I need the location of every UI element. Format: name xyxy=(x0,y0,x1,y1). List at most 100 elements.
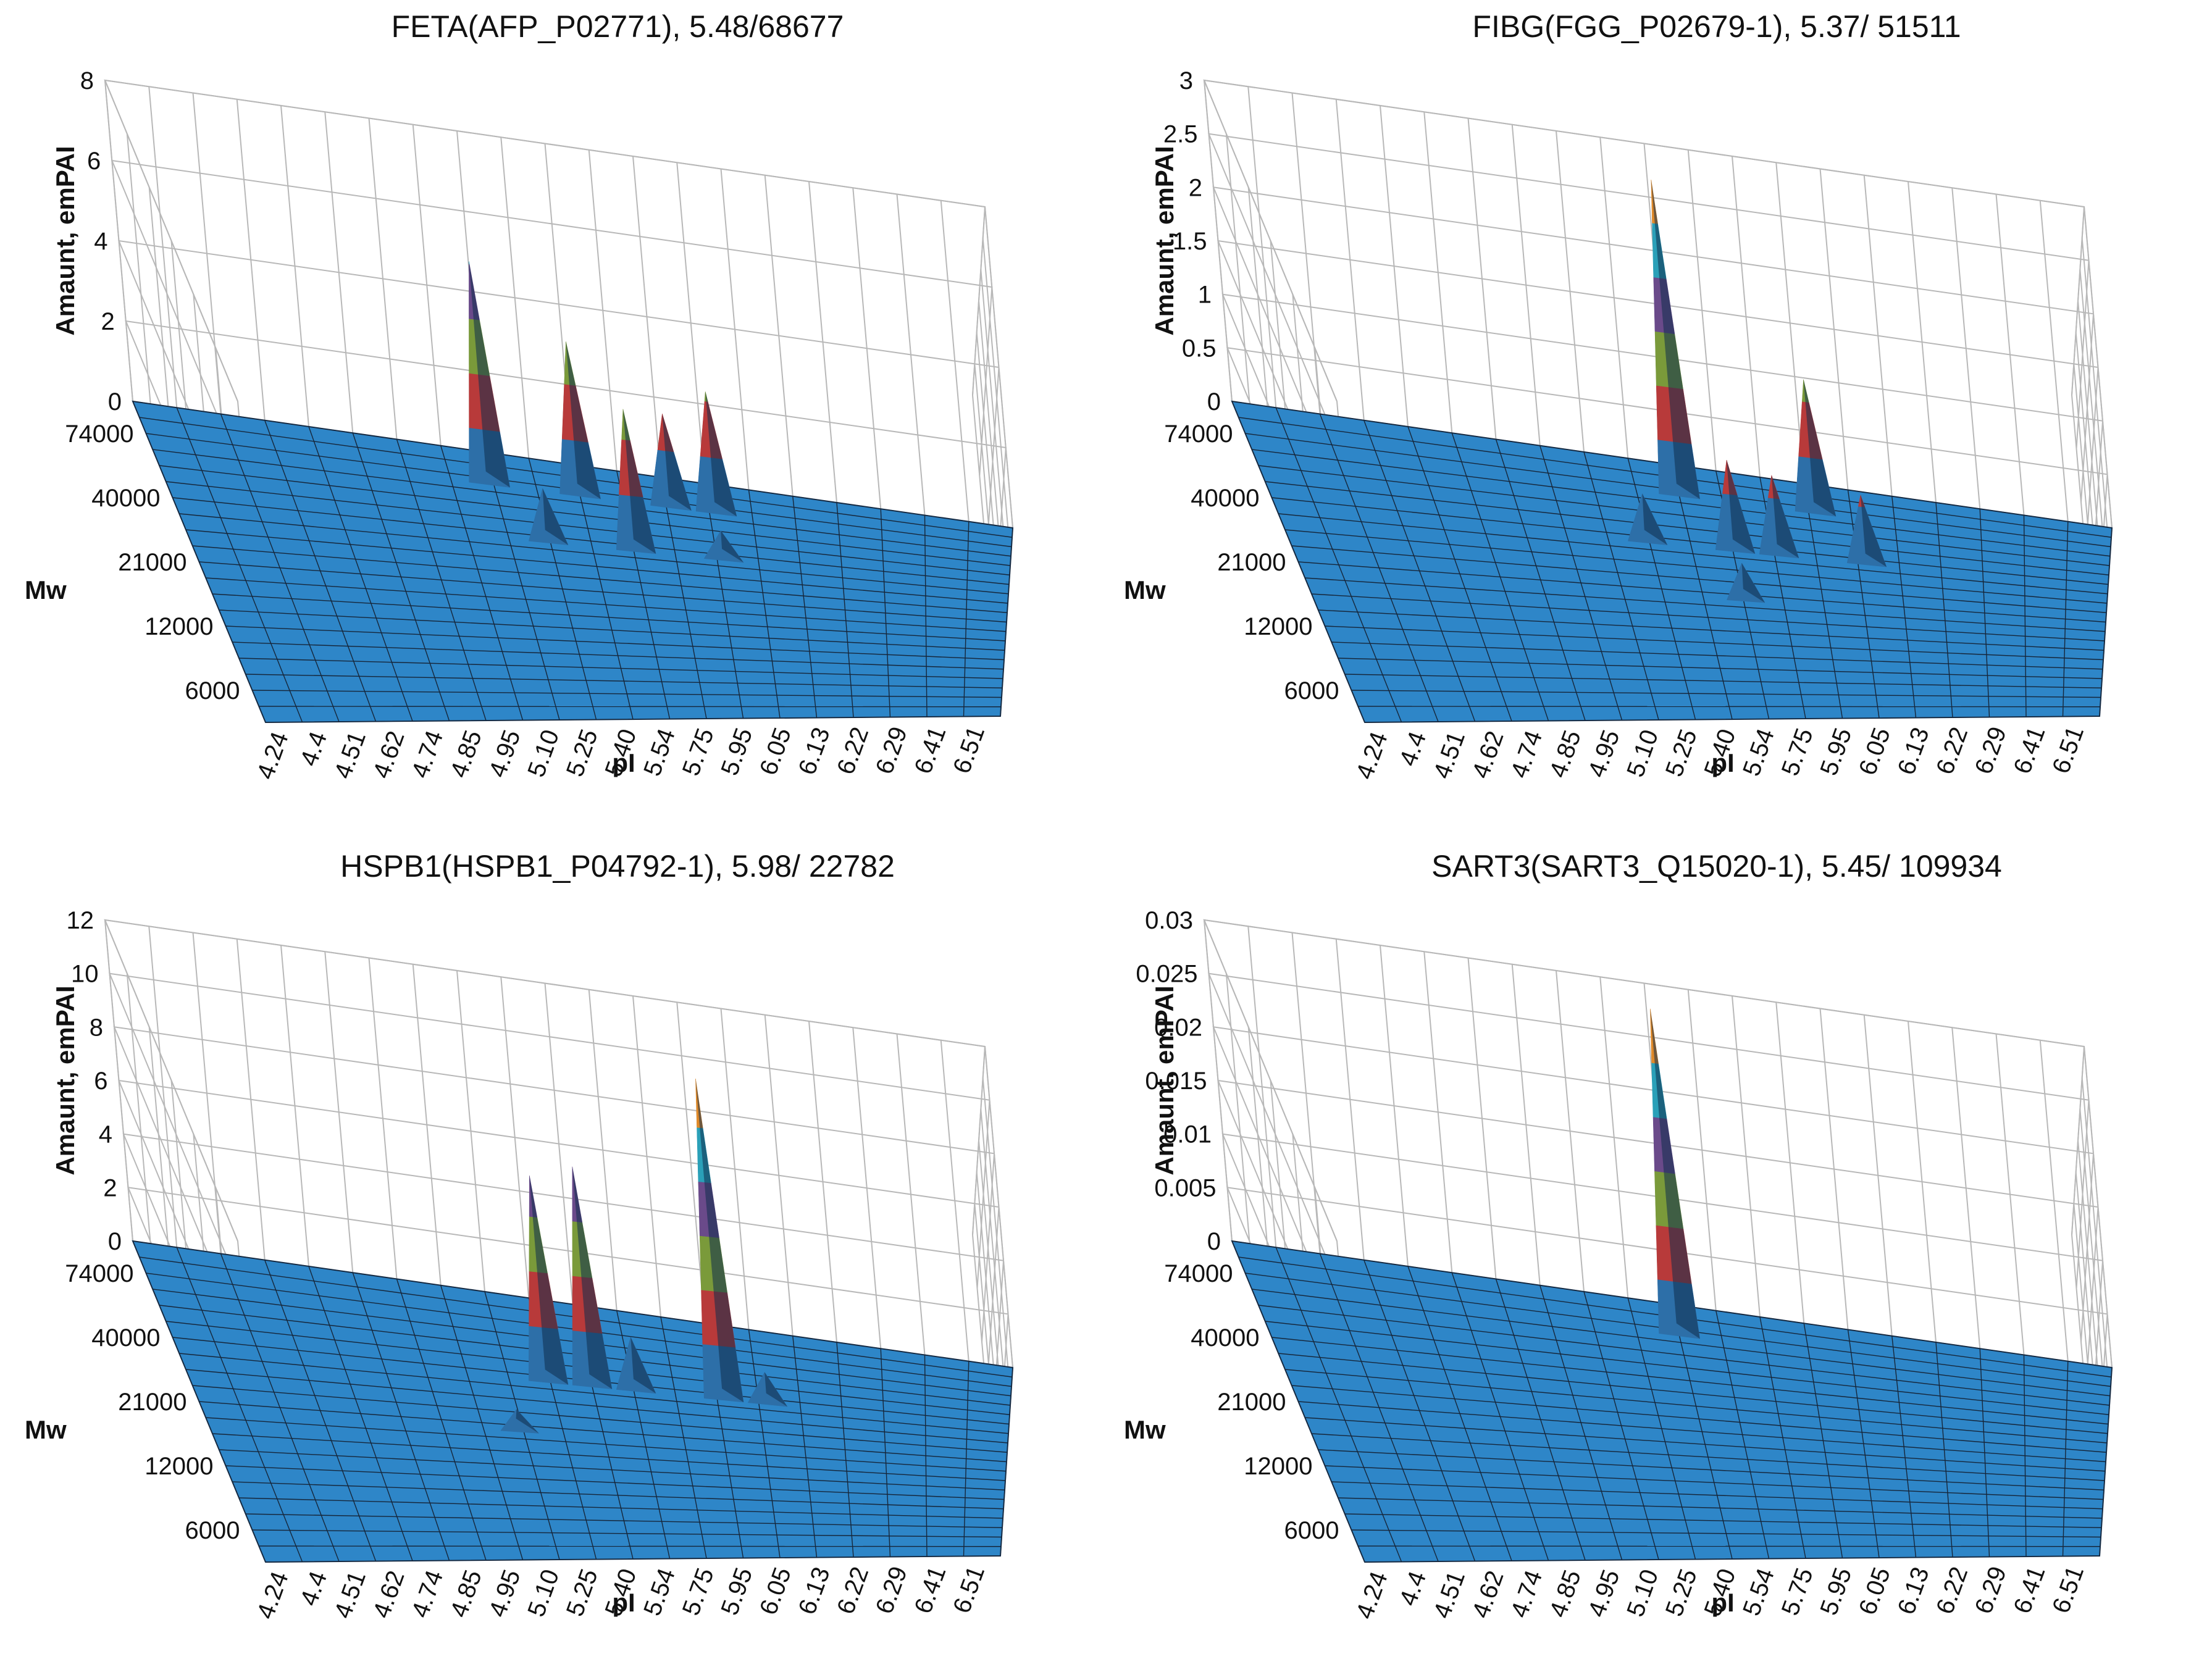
z-axis-label: Amaunt, emPAI xyxy=(51,985,80,1175)
pi-tick-label: 4.62 xyxy=(1467,1567,1509,1621)
z-tick-label: 6 xyxy=(87,148,101,175)
peak-5.75-40000 xyxy=(1759,475,1799,559)
pi-tick-label: 4.4 xyxy=(1394,1568,1431,1609)
peak-5.10-21000 xyxy=(500,1409,540,1434)
mw-tick-label: 74000 xyxy=(65,420,133,448)
pi-tick-label: 6.41 xyxy=(2009,1563,2051,1617)
floor-gridline xyxy=(206,1417,1007,1472)
pi-tick-label: 6.51 xyxy=(2047,722,2089,777)
mw-tick-label: 12000 xyxy=(1244,1453,1312,1480)
pi-tick-label: 4.85 xyxy=(445,727,487,781)
pi-tick-label: 4.95 xyxy=(484,727,526,781)
floor-gridline xyxy=(1258,1305,2110,1406)
chart-0-svg: FETA(AFP_P02771), 5.48/68677 8 6 4 2 0 Amaunt,… xyxy=(25,9,1014,783)
z-gridline xyxy=(108,972,991,1295)
mw-tick-label: 12000 xyxy=(145,613,213,640)
z-tick-label: 1 xyxy=(1198,282,1212,309)
peak-side-face xyxy=(1727,460,1756,554)
floor-gridline xyxy=(1284,529,2108,604)
pi-tick-label: 4.51 xyxy=(1428,1568,1470,1622)
floor-gridline xyxy=(1351,1529,2101,1538)
pi-tick-label: 4.74 xyxy=(1506,727,1548,782)
floor-gridline xyxy=(185,529,1008,604)
floor-gridline xyxy=(192,545,1008,613)
floor-gridline xyxy=(185,1369,1008,1444)
floor-gridline xyxy=(1364,716,2100,723)
chart-peaks xyxy=(1650,1008,1700,1339)
pi-tick-label: 6.05 xyxy=(755,1564,797,1618)
peak-5.40-74000 xyxy=(1651,180,1700,499)
peak-6.05-40000 xyxy=(747,1372,788,1407)
pi-tick-label: 4.4 xyxy=(1394,728,1431,769)
pi-tick-label: 6.29 xyxy=(1970,1563,2012,1617)
z-tick-label: 0 xyxy=(1207,388,1221,416)
floor-gridline xyxy=(1325,1465,2104,1500)
floor-gridline xyxy=(1344,1513,2102,1528)
floor-gridline xyxy=(212,593,1006,641)
x-axis-label: pI xyxy=(1711,748,1734,777)
peak-5.54-40000 xyxy=(616,1336,656,1394)
floor-gridline xyxy=(1364,1555,2100,1563)
chart-hspb1: HSPB1(HSPB1_P04792-1), 5.98/ 22782 12 10 8 6… xyxy=(0,840,1099,1679)
z-gridline xyxy=(1203,79,2085,402)
pi-tick-label: 6.22 xyxy=(1931,724,1973,778)
z-tick-label: 10 xyxy=(71,961,99,988)
pi-tick-label: 4.95 xyxy=(1583,727,1625,781)
mw-tick-label: 74000 xyxy=(1164,1260,1233,1287)
pi-tick-label: 4.24 xyxy=(1351,729,1393,783)
pi-tick-label: 5.75 xyxy=(1777,1565,1819,1619)
chart-title: HSPB1(HSPB1_P04792-1), 5.98/ 22782 xyxy=(340,849,895,884)
floor-gridline xyxy=(1305,1417,2106,1472)
pi-tick-label: 5.54 xyxy=(1738,1565,1780,1619)
pi-tick-label: 5.10 xyxy=(522,726,564,780)
pi-tick-label: 5.10 xyxy=(1622,1566,1664,1620)
mw-tick-label: 12000 xyxy=(145,1453,213,1480)
floor-gridline xyxy=(1278,1353,2108,1434)
pi-tick-label: 6.41 xyxy=(910,1563,952,1617)
z-gridline xyxy=(1207,133,2090,456)
floor-gridline xyxy=(245,1513,1003,1528)
floor-gridline xyxy=(238,658,1003,679)
z-axis-label: Amaunt, emPAI xyxy=(51,146,80,335)
floor-gridline xyxy=(159,465,1011,566)
floor-gridline xyxy=(1344,674,2102,688)
pi-tick-label: 6.22 xyxy=(832,724,874,778)
x-axis-label: pI xyxy=(612,1588,635,1617)
pi-tick-label: 6.51 xyxy=(948,722,990,777)
pi-tick-label: 4.62 xyxy=(1467,727,1509,782)
floor-gridline xyxy=(1305,577,2106,632)
pi-tick-label: 4.24 xyxy=(1351,1568,1393,1623)
chart-sart3: SART3(SART3_Q15020-1), 5.45/ 109934 0.03 0… xyxy=(1099,840,2198,1679)
peak-6.05-40000 xyxy=(1846,494,1887,567)
peak-side-face xyxy=(1771,475,1799,558)
floor-gridline xyxy=(265,1555,1001,1563)
floor-gridline xyxy=(1252,1289,2111,1397)
y-axis-label: Mw xyxy=(25,1415,67,1444)
pi-tick-label: 6.51 xyxy=(948,1562,990,1616)
chart-floor xyxy=(132,1240,1014,1563)
pi-tick-label: 5.54 xyxy=(639,1565,681,1619)
pi-tick-label: 4.24 xyxy=(252,729,294,783)
floor-gridline xyxy=(153,449,1012,557)
pi-tick-label: 4.4 xyxy=(295,728,332,769)
z-tick-label: 0 xyxy=(108,388,122,416)
pi-tick-label: 6.13 xyxy=(794,724,836,778)
pi-tick-label: 6.41 xyxy=(910,723,952,777)
floor-gridline xyxy=(199,561,1007,623)
pi-tick-label: 6.29 xyxy=(871,723,913,777)
pi-tick-label: 4.62 xyxy=(368,1567,410,1621)
z-tick-label: 2.5 xyxy=(1163,121,1198,148)
peak-side-face xyxy=(662,414,692,511)
floor-gridline xyxy=(259,1545,1002,1547)
z-axis-label: Amaunt, emPAI xyxy=(1150,985,1179,1175)
pi-tick-label: 5.54 xyxy=(1738,725,1780,780)
floor-gridline xyxy=(1291,545,2107,613)
peak-5.10-74000 xyxy=(469,261,511,488)
floor-gridline xyxy=(1291,1385,2107,1453)
floor-gridline xyxy=(259,706,1002,708)
floor-gridline xyxy=(252,1529,1002,1538)
z-tick-label: 0.5 xyxy=(1182,335,1217,362)
peak-side-face xyxy=(705,391,737,517)
floor-gridline xyxy=(219,609,1005,651)
peak-5.54-40000 xyxy=(616,409,656,554)
